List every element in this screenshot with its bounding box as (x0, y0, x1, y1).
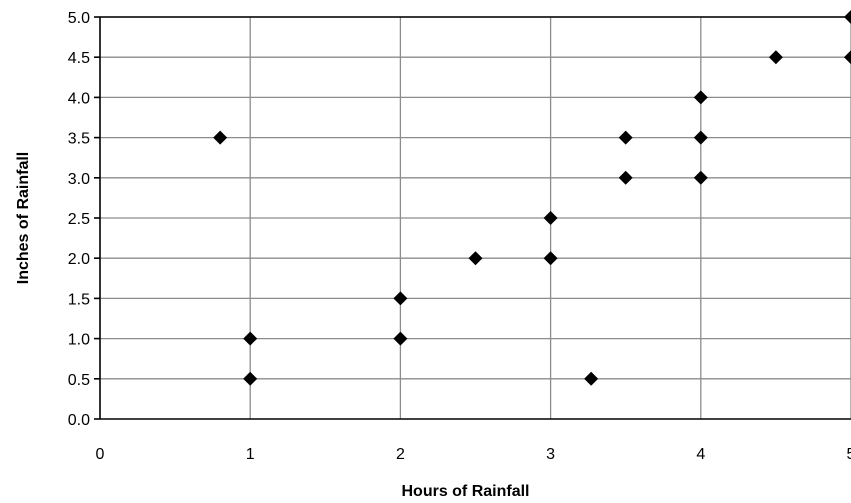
data-point (693, 90, 708, 105)
data-point (468, 251, 483, 266)
x-tick-label: 4 (696, 446, 705, 463)
data-point (584, 371, 599, 386)
x-tick-label: 0 (96, 446, 105, 463)
y-tick-label: 5.0 (68, 10, 90, 27)
data-point (618, 130, 633, 145)
data-point (693, 170, 708, 185)
data-point (213, 130, 228, 145)
data-point (768, 50, 783, 65)
y-tick-label: 2.5 (68, 211, 90, 228)
x-tick-label: 2 (396, 446, 405, 463)
data-points (213, 10, 851, 386)
y-tick-label: 4.0 (68, 90, 90, 107)
y-axis-title: Inches of Rainfall (15, 152, 32, 284)
axes (94, 16, 851, 420)
y-tick-label: 1.5 (68, 291, 90, 308)
y-tick-label: 1.0 (68, 332, 90, 349)
data-point (618, 170, 633, 185)
data-point (693, 130, 708, 145)
x-tick-labels: 0 1 2 3 4 5 (96, 446, 851, 463)
x-tick-label: 3 (546, 446, 555, 463)
data-point (243, 331, 258, 346)
data-point (393, 291, 408, 306)
data-point (543, 251, 558, 266)
y-tick-label: 0.5 (68, 372, 90, 389)
y-tick-label: 0.0 (68, 412, 90, 429)
data-point (393, 331, 408, 346)
y-tick-label: 3.5 (68, 131, 90, 148)
grid (100, 16, 851, 419)
y-tick-label: 3.0 (68, 171, 90, 188)
data-point (844, 50, 851, 65)
x-axis-title: Hours of Rainfall (401, 483, 529, 500)
y-tick-labels: 0.0 0.5 1.0 1.5 2.0 2.5 3.0 3.5 4.0 4.5 5.0 (68, 10, 90, 429)
data-point (243, 371, 258, 386)
x-tick-label: 5 (847, 446, 851, 463)
x-tick-label: 1 (246, 446, 255, 463)
data-point (844, 10, 851, 24)
data-point (543, 211, 558, 225)
y-tick-label: 4.5 (68, 50, 90, 67)
y-tick-label: 2.0 (68, 251, 90, 268)
